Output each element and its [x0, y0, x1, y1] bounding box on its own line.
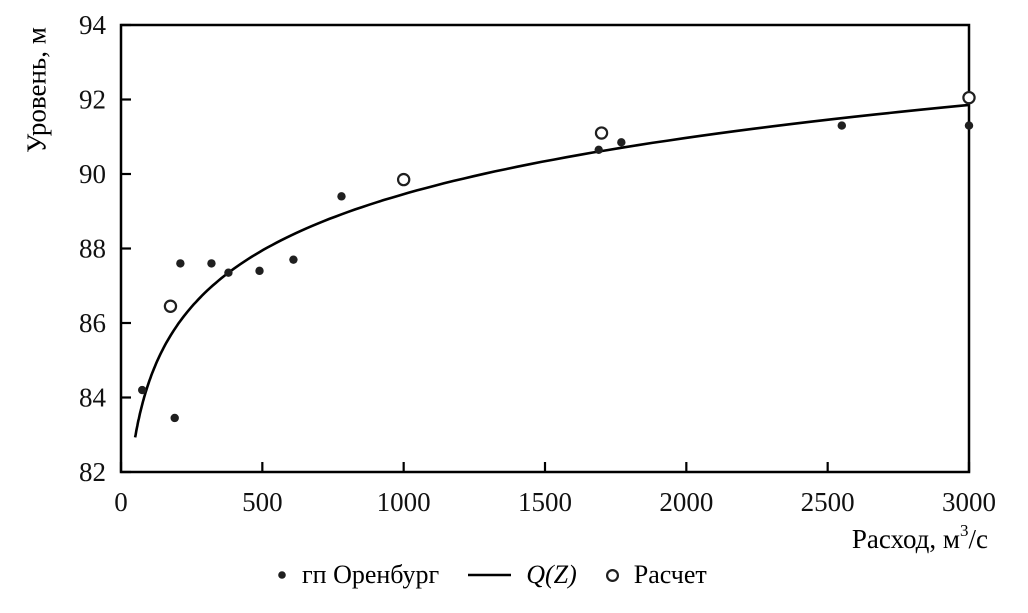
x-tick-label: 1000 — [377, 487, 431, 517]
x-tick-label: 3000 — [942, 487, 996, 517]
y-axis-title: Уровень, м — [21, 27, 52, 153]
x-axis-title-text: Расход, м — [851, 524, 960, 554]
data-point-observed — [255, 266, 264, 276]
open-circle-icon — [605, 568, 619, 582]
legend-item-calculated: Расчет — [605, 560, 707, 590]
legend: гп Оренбург Q(Z) Расчет — [276, 560, 707, 590]
x-axis-title: Расход, м3/с — [851, 521, 989, 555]
data-point-observed — [138, 385, 147, 395]
y-tick-label: 90 — [79, 159, 106, 189]
data-point-observed — [207, 259, 216, 268]
legend-item-observed: гп Оренбург — [276, 560, 439, 590]
x-tick-label: 1500 — [518, 487, 572, 517]
y-tick-label: 94 — [79, 10, 107, 40]
data-point-observed — [617, 138, 626, 147]
line-icon — [468, 573, 512, 577]
legend-label-calculated: Расчет — [633, 560, 707, 589]
legend-label-observed: гп Оренбург — [302, 560, 440, 589]
data-point-observed — [170, 413, 179, 423]
x-tick-label: 2000 — [659, 487, 713, 517]
data-point-calculated — [594, 126, 609, 140]
data-point-observed — [337, 192, 346, 201]
data-point-observed — [964, 121, 974, 130]
y-tick-label: 88 — [79, 234, 106, 264]
y-tick-label: 92 — [79, 85, 106, 115]
x-axis-title-unit: /с — [968, 524, 989, 554]
y-tick-label: 82 — [79, 457, 106, 487]
x-tick-label: 2500 — [801, 487, 855, 517]
x-axis-title-superscript: 3 — [960, 521, 969, 540]
plot-border — [119, 23, 971, 474]
data-point-observed — [224, 268, 233, 277]
x-tick-label: 500 — [242, 487, 283, 517]
data-point-observed — [837, 121, 846, 130]
y-tick-label: 84 — [79, 383, 107, 413]
y-tick-label: 86 — [79, 308, 106, 338]
x-tick-label: 0 — [114, 487, 128, 517]
data-point-calculated — [962, 90, 976, 105]
filled-dot-icon — [278, 571, 286, 579]
data-point-observed — [594, 145, 603, 154]
data-point-calculated — [163, 299, 178, 313]
data-point-observed — [176, 259, 185, 268]
data-point-calculated — [396, 172, 411, 187]
legend-label-curve: Q(Z) — [526, 560, 577, 589]
data-point-observed — [289, 255, 298, 264]
legend-item-curve: Q(Z) — [467, 560, 577, 590]
